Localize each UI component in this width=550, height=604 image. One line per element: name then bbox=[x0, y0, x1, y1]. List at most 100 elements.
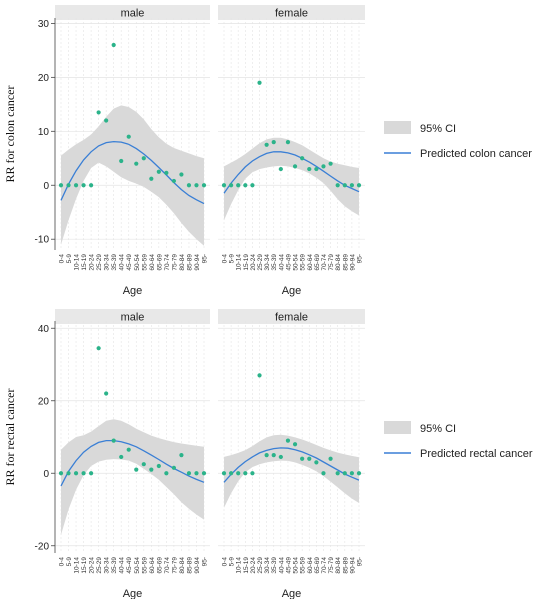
y-tick-label: -20 bbox=[35, 541, 50, 552]
data-point bbox=[229, 183, 234, 188]
data-point bbox=[257, 373, 262, 378]
data-point bbox=[141, 462, 146, 467]
x-tick-label: 45-49 bbox=[285, 254, 292, 271]
data-point bbox=[164, 471, 169, 476]
x-tick-label: 0-4 bbox=[222, 557, 229, 567]
x-tick-label: 95- bbox=[202, 557, 209, 566]
x-tick-label: 65-69 bbox=[314, 557, 321, 574]
data-point bbox=[250, 471, 255, 476]
data-point bbox=[328, 161, 333, 166]
data-point bbox=[300, 156, 305, 161]
data-point bbox=[278, 166, 283, 172]
legend-ci-swatch bbox=[384, 121, 411, 134]
x-tick-label: 55-59 bbox=[141, 254, 148, 271]
x-tick-label: 30-34 bbox=[264, 254, 271, 271]
x-tick-label: 0-4 bbox=[59, 254, 66, 264]
x-tick-label: 85-89 bbox=[186, 254, 193, 271]
data-point bbox=[164, 170, 169, 175]
x-tick-label: 40-44 bbox=[119, 557, 126, 574]
x-tick-label: 30-34 bbox=[264, 557, 271, 574]
data-point bbox=[58, 471, 64, 476]
x-tick-label: 15-19 bbox=[243, 557, 250, 574]
data-point bbox=[264, 142, 269, 147]
panel-male: male 0-4 5-9 10-14 15-19 20-24 25-29 30-34 35-39… bbox=[55, 309, 210, 600]
x-tick-label: 25-29 bbox=[96, 557, 103, 574]
x-tick-label: 30-34 bbox=[104, 557, 111, 574]
x-tick-label: 5-9 bbox=[66, 254, 73, 264]
x-tick-label: 5-9 bbox=[66, 557, 73, 567]
x-tick-label: 75-79 bbox=[171, 254, 178, 271]
data-point bbox=[349, 183, 354, 188]
x-tick-label: 60-64 bbox=[149, 254, 156, 271]
fit-line bbox=[223, 447, 360, 483]
data-point bbox=[104, 118, 109, 123]
data-point bbox=[243, 183, 248, 188]
x-tick-label: 35-39 bbox=[111, 557, 118, 574]
y-tick-label: 20 bbox=[38, 396, 50, 407]
x-tick-label: 5-9 bbox=[229, 254, 236, 264]
data-point bbox=[328, 456, 333, 461]
x-tick-label: 50-54 bbox=[293, 557, 300, 574]
x-tick-label: 25-29 bbox=[96, 254, 103, 271]
x-tick-label: 85-89 bbox=[342, 557, 349, 574]
x-tick-label: 85-89 bbox=[186, 557, 193, 574]
data-point bbox=[221, 471, 227, 476]
data-point bbox=[335, 471, 340, 476]
data-point bbox=[149, 467, 154, 472]
x-tick-label: 90-94 bbox=[194, 254, 201, 271]
facet-title: female bbox=[275, 312, 308, 324]
x-tick-label: 50-54 bbox=[134, 557, 141, 574]
x-tick-label: 65-69 bbox=[156, 254, 163, 271]
y-tick-label: 10 bbox=[38, 127, 50, 138]
facet-title: male bbox=[121, 312, 145, 324]
data-point bbox=[264, 453, 269, 458]
x-tick-label: 10-14 bbox=[74, 254, 81, 271]
x-tick-label: 25-29 bbox=[257, 254, 264, 271]
data-point bbox=[73, 471, 79, 476]
data-point bbox=[171, 465, 176, 470]
x-tick-label: 10-14 bbox=[236, 254, 243, 271]
y-tick-label: 30 bbox=[38, 19, 50, 30]
data-point bbox=[321, 164, 326, 169]
x-tick-label: 80-84 bbox=[335, 557, 342, 574]
data-point bbox=[171, 178, 176, 184]
data-point bbox=[194, 471, 199, 476]
data-point bbox=[141, 156, 146, 161]
data-point bbox=[186, 183, 192, 188]
x-tick-label: 70-74 bbox=[164, 557, 171, 574]
x-tick-label: 75-79 bbox=[328, 254, 335, 271]
data-point bbox=[285, 438, 291, 443]
data-point bbox=[236, 183, 241, 188]
x-tick-label: 70-74 bbox=[164, 254, 171, 271]
x-tick-label: 80-84 bbox=[179, 557, 186, 574]
y-tick-label: -10 bbox=[35, 235, 50, 246]
data-point bbox=[243, 471, 248, 476]
data-point bbox=[356, 471, 362, 476]
data-point bbox=[111, 438, 116, 443]
x-tick-label: 95- bbox=[357, 254, 364, 263]
data-point bbox=[96, 346, 101, 351]
data-point bbox=[250, 183, 255, 188]
x-tick-label: 15-19 bbox=[81, 254, 88, 271]
x-tick-label: 35-39 bbox=[111, 254, 118, 271]
data-point bbox=[149, 176, 154, 181]
data-point bbox=[342, 183, 347, 188]
x-tick-label: 90-94 bbox=[194, 557, 201, 574]
x-tick-label: 85-89 bbox=[342, 254, 349, 271]
x-axis-title: Age bbox=[123, 285, 143, 297]
data-point bbox=[179, 453, 184, 458]
data-point bbox=[73, 183, 79, 188]
data-point bbox=[342, 471, 347, 476]
data-point bbox=[104, 391, 109, 396]
facet-strip bbox=[55, 309, 210, 324]
facet-title: female bbox=[275, 8, 308, 20]
x-axis-title: Age bbox=[123, 588, 143, 599]
x-tick-label: 10-14 bbox=[74, 557, 81, 574]
data-point bbox=[81, 471, 86, 476]
legend-line-label: Predicted rectal cancer bbox=[420, 448, 533, 460]
data-point bbox=[307, 456, 312, 461]
x-tick-label: 65-69 bbox=[314, 254, 321, 271]
data-point bbox=[201, 471, 207, 476]
x-tick-label: 70-74 bbox=[321, 254, 328, 271]
ci-band bbox=[61, 105, 204, 246]
